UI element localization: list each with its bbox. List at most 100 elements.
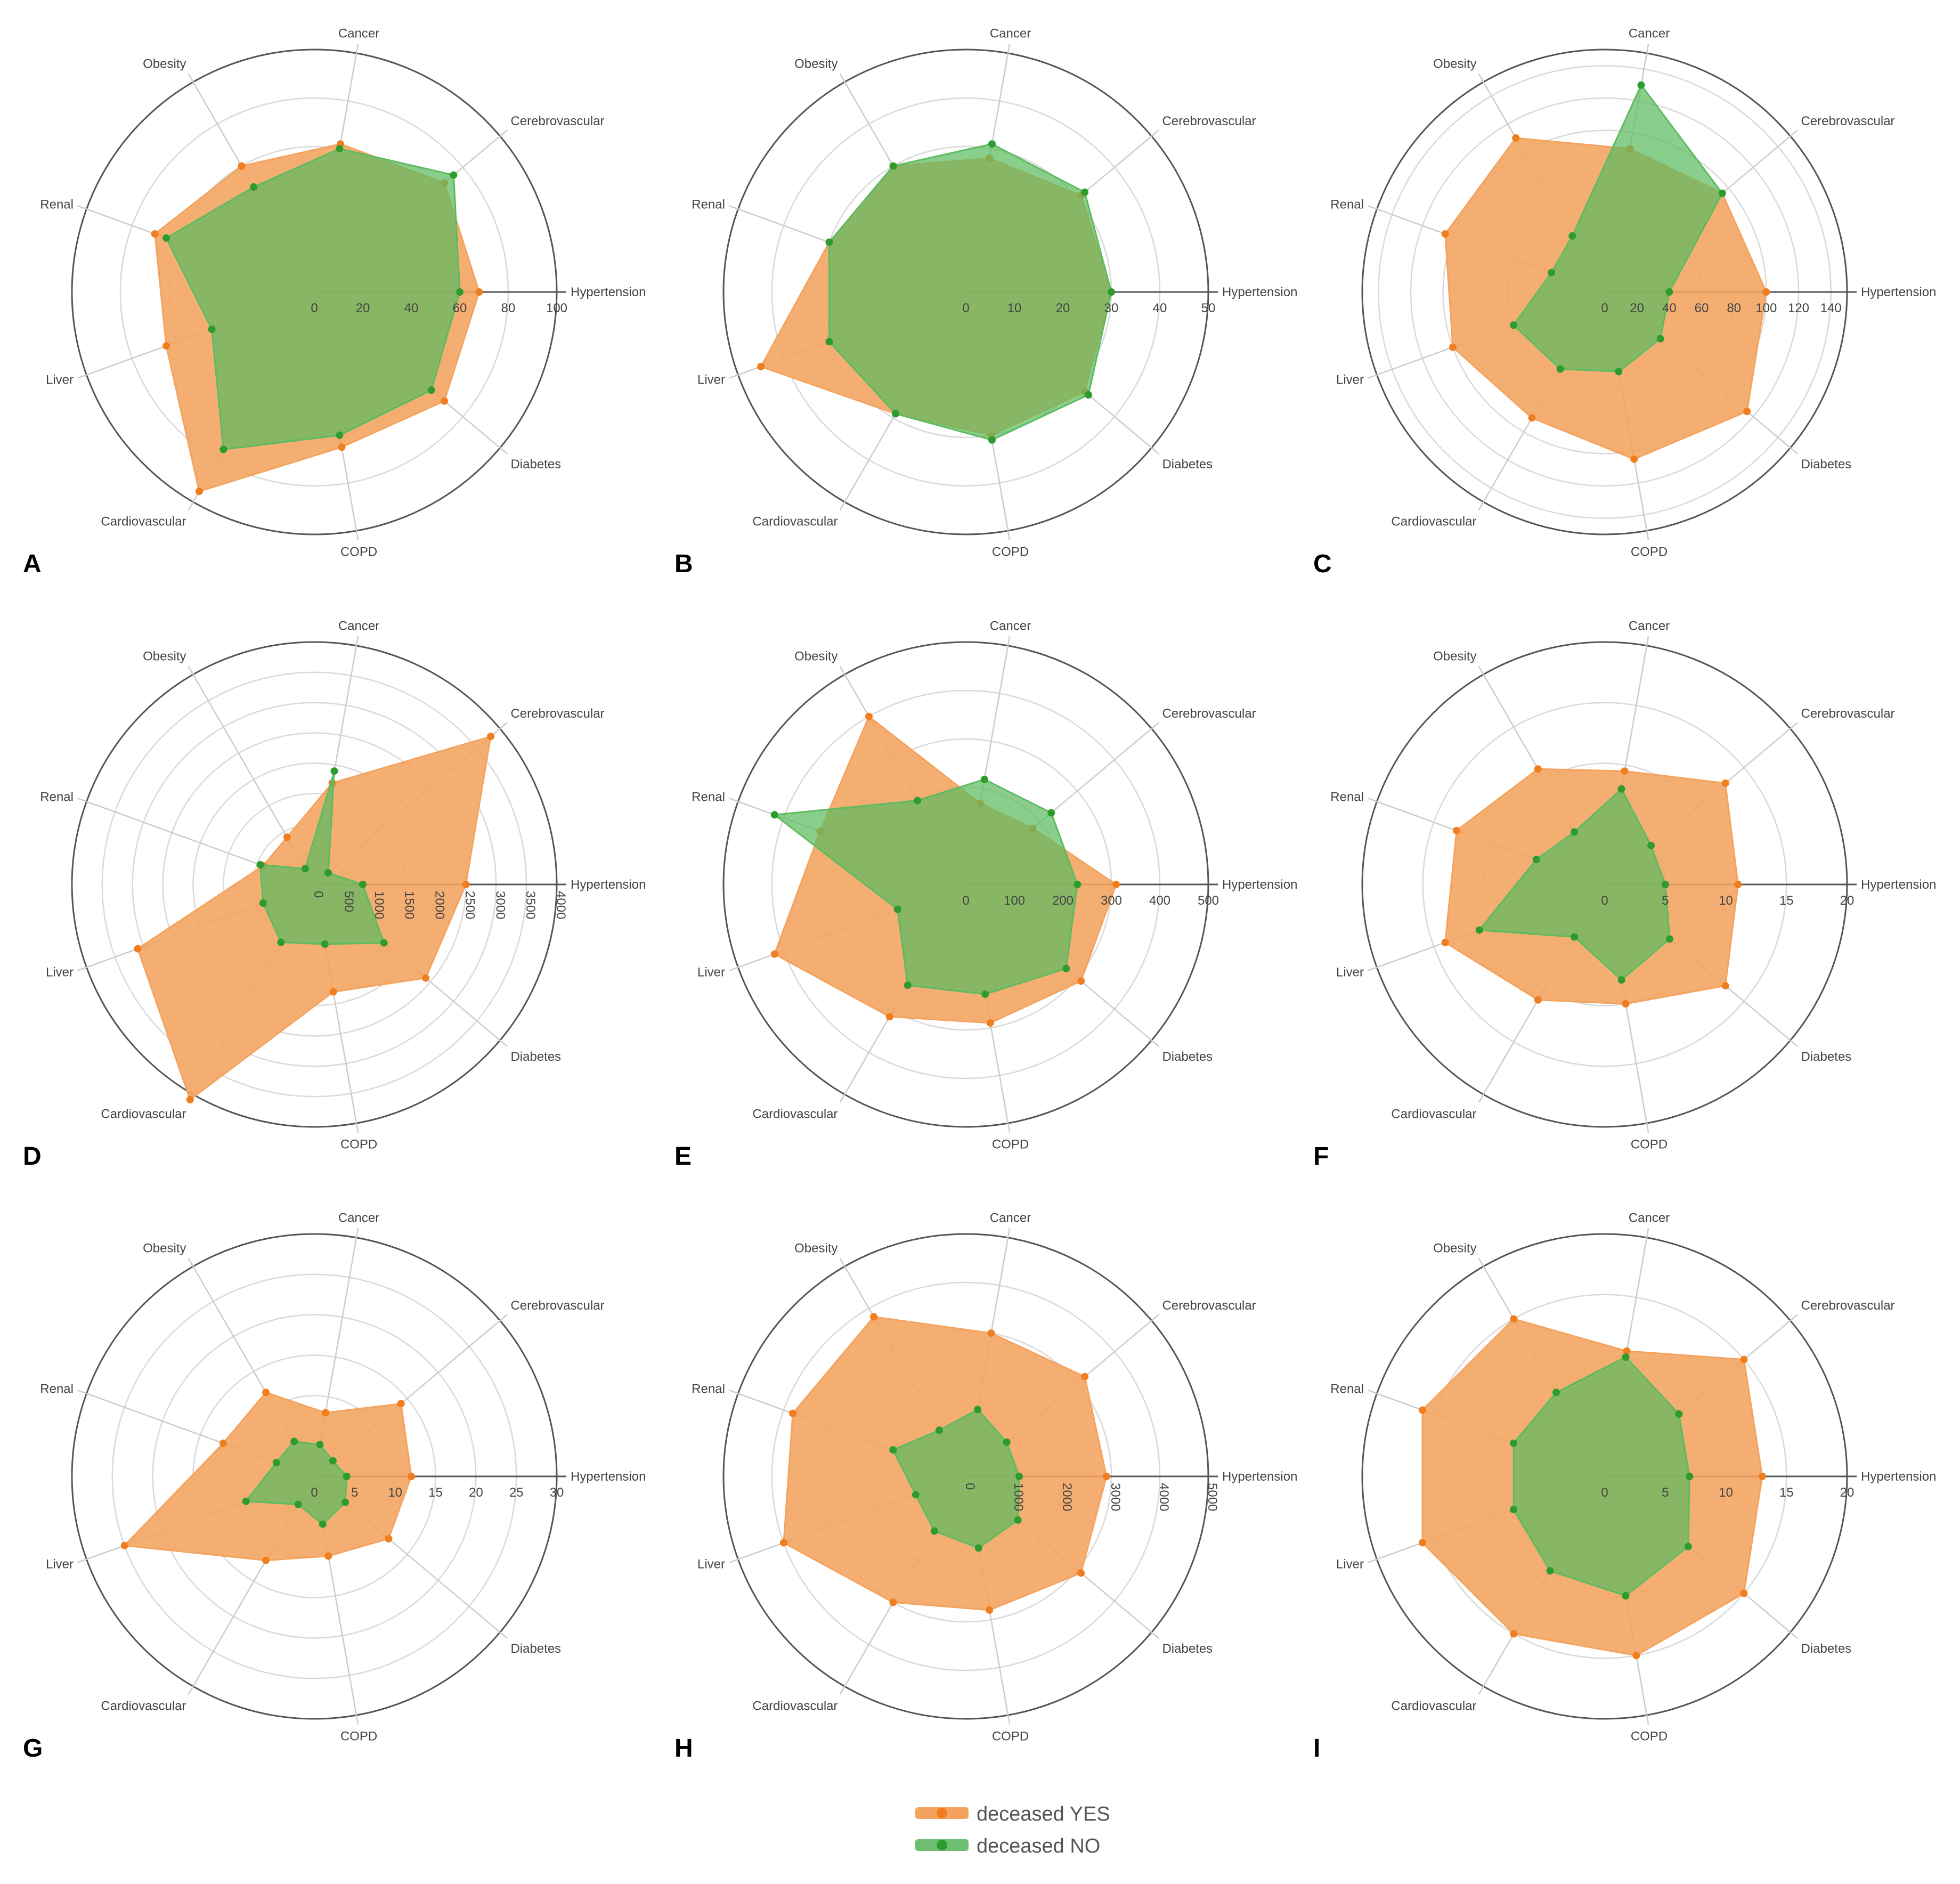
radial-tick-label: 1000 [372,891,386,919]
legend: deceased YES deceased NO [915,1803,1110,1857]
data-point-deceased-yes-copd [986,1606,994,1614]
radial-tick-label: 0 [311,1485,318,1500]
radial-tick-label: 3500 [523,891,538,919]
radial-tick-label: 2000 [1060,1483,1074,1511]
category-label-liver: Liver [46,373,74,387]
category-label-cancer: Cancer [338,26,379,40]
data-point-deceased-no-cerebrovascular [1675,1410,1683,1418]
data-point-deceased-no-hypertension [456,288,463,296]
data-point-deceased-no-hypertension [359,881,367,888]
data-point-deceased-yes-diabetes [1077,977,1085,985]
data-point-deceased-no-diabetes [1062,964,1070,972]
panels-container: Hypertension Diabetes COPD Cardiovascular Li… [23,26,1936,1763]
radial-tick-label: 10 [1719,1485,1733,1500]
category-label-cancer: Cancer [1629,619,1670,633]
category-label-cardiovascular: Cardiovascular [752,1699,837,1714]
radial-tick-label: 10 [1719,894,1733,908]
radial-tick-label: 40 [404,301,419,315]
radar-panel-e: Hypertension Diabetes COPD Cardiovascular Li… [674,619,1297,1171]
category-label-cerebrovascular: Cerebrovascular [1162,1298,1256,1313]
data-point-deceased-yes-liver [1419,1539,1426,1547]
radar-panel-d: Hypertension Diabetes COPD Cardiovascular Li… [23,619,646,1171]
data-point-deceased-no-renal [1532,856,1540,864]
data-point-deceased-no-liver [893,905,901,913]
data-point-deceased-yes-hypertension [1758,1473,1766,1480]
series-area-deceased-no [772,778,1078,995]
data-point-deceased-yes-cerebrovascular [1081,1373,1089,1380]
data-point-deceased-no-liver [259,899,267,907]
data-point-deceased-no-cardiovascular [219,445,227,453]
category-label-renal: Renal [692,1382,725,1396]
category-label-renal: Renal [40,1382,74,1396]
data-point-deceased-no-renal [770,811,778,819]
data-point-deceased-no-cardiovascular [904,981,912,989]
data-point-deceased-yes-renal [1453,826,1461,834]
radial-tick-label: 140 [1820,301,1842,315]
data-point-deceased-yes-obesity [262,1388,270,1396]
data-point-deceased-no-diabetes [380,939,388,947]
category-label-renal: Renal [40,790,74,804]
radial-tick-label: 1500 [402,891,417,919]
data-point-deceased-yes-obesity [283,833,291,841]
category-label-liver: Liver [46,1557,74,1572]
data-point-deceased-no-cancer [316,1441,324,1449]
category-label-hypertension: Hypertension [1222,878,1297,892]
data-point-deceased-no-cardiovascular [294,1500,302,1508]
data-point-deceased-no-copd [1615,368,1623,376]
data-point-deceased-yes-obesity [1510,1315,1518,1323]
radial-tick-label: 1000 [1011,1483,1026,1511]
data-point-deceased-no-copd [981,990,989,998]
category-label-hypertension: Hypertension [571,878,646,892]
category-label-obesity: Obesity [1433,56,1476,71]
data-point-deceased-no-renal [162,234,170,242]
radial-tick-label: 0 [1601,301,1608,315]
data-point-deceased-no-liver [1475,926,1483,934]
data-point-deceased-yes-diabetes [1743,408,1751,416]
category-label-diabetes: Diabetes [510,1642,561,1656]
data-point-deceased-no-obesity [1568,232,1576,240]
radial-tick-label: 500 [1198,894,1219,908]
radial-tick-label: 40 [1153,301,1167,315]
category-label-copd: COPD [340,545,377,559]
panel-letter-b: B [674,550,693,578]
series-area-deceased-no [1512,1356,1690,1597]
data-point-deceased-yes-cerebrovascular [487,733,495,741]
category-label-cardiovascular: Cardiovascular [101,1107,186,1122]
data-point-deceased-no-cancer [1617,785,1625,793]
data-point-deceased-no-liver [208,326,216,333]
data-point-deceased-yes-liver [1441,938,1449,946]
panel-letter-g: G [23,1734,43,1763]
category-label-diabetes: Diabetes [1162,1642,1213,1656]
category-label-cerebrovascular: Cerebrovascular [1801,114,1894,128]
category-label-liver: Liver [697,1557,725,1572]
radial-tick-label: 5 [1662,894,1669,908]
data-point-deceased-no-liver [912,1491,920,1499]
data-point-deceased-yes-hypertension [1734,881,1742,888]
category-label-cancer: Cancer [338,619,379,633]
data-point-deceased-no-obesity [301,865,309,873]
category-label-hypertension: Hypertension [1222,1469,1297,1484]
category-label-hypertension: Hypertension [1222,285,1297,299]
category-label-copd: COPD [1631,1729,1668,1744]
data-point-deceased-yes-obesity [238,162,246,170]
panel-letter-e: E [674,1142,692,1171]
radial-tick-label: 20 [1630,301,1644,315]
data-point-deceased-no-diabetes [427,386,435,394]
data-point-deceased-no-cancer [336,145,344,153]
category-label-obesity: Obesity [143,56,186,71]
category-label-cerebrovascular: Cerebrovascular [1801,1298,1894,1313]
category-label-copd: COPD [1631,545,1668,559]
data-point-deceased-no-renal [1510,1439,1517,1447]
data-point-deceased-no-cardiovascular [277,938,285,946]
radial-tick-label: 2500 [462,891,477,919]
data-point-deceased-no-obesity [889,162,897,170]
category-label-diabetes: Diabetes [510,1050,561,1064]
data-point-deceased-yes-hypertension [1112,881,1120,888]
category-label-liver: Liver [46,965,74,980]
radial-tick-label: 30 [550,1485,564,1500]
series-area-deceased-no [892,1408,1020,1549]
radial-tick-label: 400 [1149,894,1170,908]
data-point-deceased-no-cardiovascular [1556,365,1564,373]
radial-tick-label: 15 [1779,1485,1794,1500]
category-label-cardiovascular: Cardiovascular [752,515,837,529]
